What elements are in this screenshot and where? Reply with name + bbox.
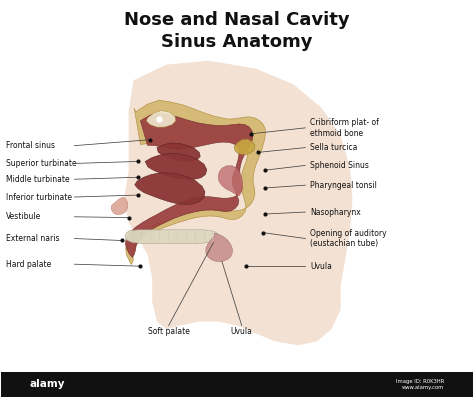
Text: External naris: External naris xyxy=(6,234,60,243)
Polygon shape xyxy=(135,173,205,205)
Text: alamy: alamy xyxy=(30,379,65,389)
Text: Inferior turbinate: Inferior turbinate xyxy=(6,193,72,201)
Text: Uvula: Uvula xyxy=(310,262,332,271)
Polygon shape xyxy=(218,166,243,196)
Polygon shape xyxy=(124,60,353,345)
Polygon shape xyxy=(126,100,265,265)
Text: Nose and Nasal Cavity
Sinus Anatomy: Nose and Nasal Cavity Sinus Anatomy xyxy=(124,11,350,51)
Polygon shape xyxy=(234,139,255,155)
Polygon shape xyxy=(146,111,176,127)
Text: Image ID: R0K3HR
www.alamy.com: Image ID: R0K3HR www.alamy.com xyxy=(396,378,444,390)
Polygon shape xyxy=(125,113,253,258)
Text: Sphenoid Sinus: Sphenoid Sinus xyxy=(310,161,369,170)
Text: Hard palate: Hard palate xyxy=(6,260,51,269)
Polygon shape xyxy=(145,153,207,179)
Text: Frontal sinus: Frontal sinus xyxy=(6,141,55,150)
Text: Pharyngeal tonsil: Pharyngeal tonsil xyxy=(310,181,377,190)
Polygon shape xyxy=(111,197,128,215)
Text: Uvula: Uvula xyxy=(231,328,253,336)
Text: Vestibule: Vestibule xyxy=(6,212,41,221)
Polygon shape xyxy=(125,230,219,243)
Text: Cribriform plat- of
ethmoid bone: Cribriform plat- of ethmoid bone xyxy=(310,118,379,138)
Text: Sella turcica: Sella turcica xyxy=(310,143,357,152)
Text: Opening of auditory
(eustachian tube): Opening of auditory (eustachian tube) xyxy=(310,229,387,248)
Polygon shape xyxy=(157,143,200,161)
Text: Middle turbinate: Middle turbinate xyxy=(6,175,70,184)
Text: Nasopharynx: Nasopharynx xyxy=(310,207,361,217)
Text: Soft palate: Soft palate xyxy=(148,328,190,336)
Polygon shape xyxy=(206,233,232,261)
Bar xyxy=(1,372,473,397)
Text: Superior turbinate: Superior turbinate xyxy=(6,159,77,168)
